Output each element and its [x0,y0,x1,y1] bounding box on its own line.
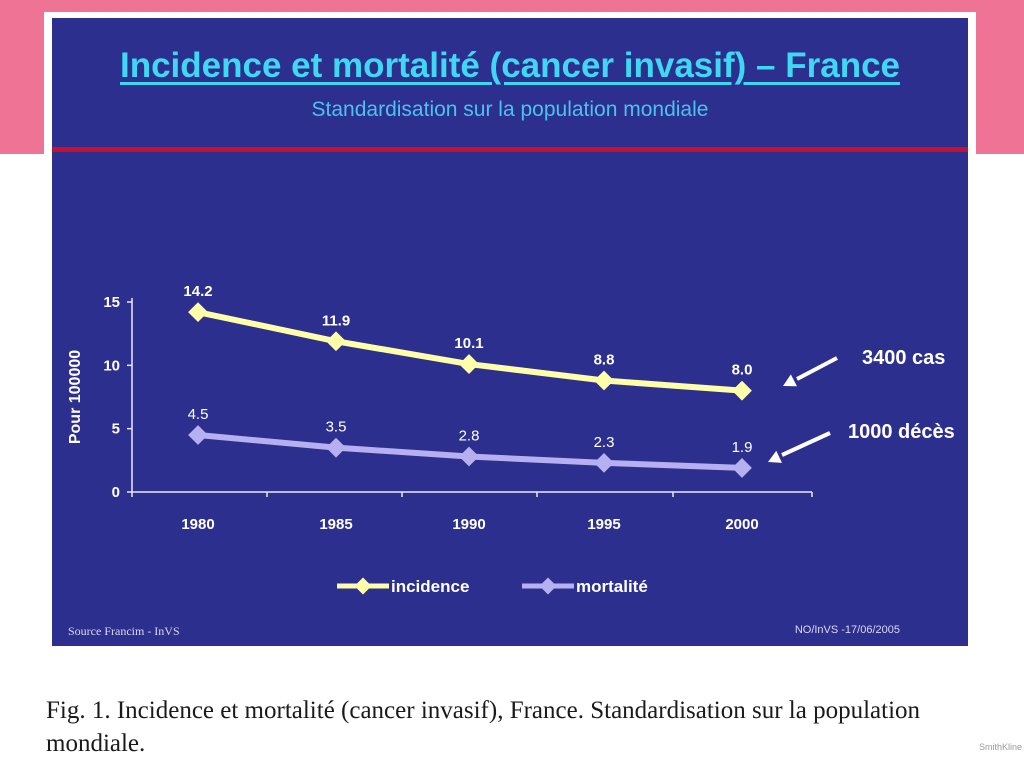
data-point [459,446,479,467]
x-tick-label: 1990 [452,516,485,533]
legend-mortality-marker [539,577,557,595]
data-label: 2.3 [594,434,615,451]
chart-ticks: 0 5 10 15 1980 1985 1990 1995 2000 [103,294,813,533]
slide-title: Incidence et mortalité (cancer invasif) … [119,46,900,85]
y-tick-label: 10 [103,357,120,374]
source-note: Source Francim - InVS [68,624,180,638]
data-point [188,425,208,445]
y-tick-label: 0 [112,484,120,501]
data-point [326,437,346,458]
legend-mortality-label: mortalité [576,577,648,596]
data-label: 8.0 [732,362,753,379]
mortality-arrow-head [768,450,782,463]
legend-incidence-label: incidence [391,577,469,596]
mortality-arrow [781,431,831,457]
chart-axes: Pour 100000 [67,298,812,493]
x-tick-label: 1985 [319,516,352,533]
mortality-note: 1000 décès [848,421,955,443]
date-stamp: NO/InVS -17/06/2005 [794,624,900,636]
y-tick-label: 15 [103,294,120,311]
data-label: 14.2 [183,283,212,300]
corner-watermark: SmithKline [978,742,1022,752]
chart-legend: incidence mortalité [337,577,648,596]
x-tick-label: 1980 [181,516,214,533]
data-label: 11.9 [322,312,350,329]
data-point [594,452,614,473]
chart-annotations: 3400 cas 1000 décès [768,347,955,463]
data-label: 1.9 [732,439,753,456]
data-label: 4.5 [188,406,209,423]
y-tick-label: 5 [112,421,120,438]
slide-frame: Incidence et mortalité (cancer invasif) … [44,12,976,655]
data-point [188,302,208,323]
data-point [326,331,346,352]
incidence-arrow [796,356,838,381]
y-axis-label: Pour 100000 [67,350,84,444]
x-tick-label: 1995 [587,516,620,533]
data-label: 8.8 [594,352,615,369]
data-label: 2.8 [459,428,480,445]
chart-series: 14.2 11.9 10.1 8.8 8.0 4.5 3.5 2.8 2.3 1.9 [183,283,752,478]
x-tick-label: 2000 [725,516,758,533]
data-point [459,354,479,374]
data-label: 10.1 [454,335,483,352]
line-chart: Pour 100000 0 5 10 15 1980 1985 1990 1995 2000 1… [67,283,955,596]
data-point [594,370,614,391]
incidence-note: 3400 cas [862,347,945,369]
figure-caption: Fig. 1. Incidence et mortalité (cancer i… [46,697,921,757]
data-point [732,380,752,401]
legend-incidence-marker [354,577,372,595]
data-label: 3.5 [326,419,347,436]
slide-panel: Incidence et mortalité (cancer invasif) … [52,18,968,646]
data-point [732,458,752,478]
slide-subtitle: Standardisation sur la population mondia… [311,98,709,121]
title-divider [52,147,968,152]
incidence-arrow-head [783,374,797,387]
